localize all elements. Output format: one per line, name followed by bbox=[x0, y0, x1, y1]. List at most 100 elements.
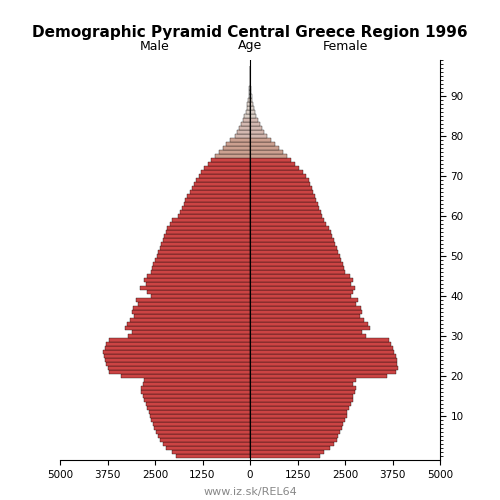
Bar bbox=[250, 434, 338, 438]
Bar bbox=[250, 234, 332, 238]
Bar bbox=[250, 342, 390, 346]
Bar bbox=[108, 366, 250, 370]
Bar bbox=[143, 394, 250, 398]
Bar bbox=[184, 202, 250, 206]
Bar bbox=[186, 198, 250, 202]
Bar bbox=[151, 418, 250, 422]
Bar bbox=[250, 354, 396, 358]
Bar bbox=[148, 290, 250, 294]
Bar bbox=[246, 106, 250, 110]
Bar bbox=[250, 450, 324, 454]
Text: Age: Age bbox=[238, 40, 262, 52]
Bar bbox=[250, 194, 314, 198]
Bar bbox=[250, 158, 291, 162]
Bar bbox=[140, 386, 250, 390]
Bar bbox=[250, 218, 324, 222]
Bar bbox=[250, 338, 388, 342]
Bar bbox=[106, 362, 250, 366]
Bar bbox=[250, 306, 362, 310]
Bar bbox=[250, 310, 362, 314]
Bar bbox=[151, 270, 250, 274]
Bar bbox=[162, 442, 250, 446]
Bar bbox=[226, 142, 250, 146]
Bar bbox=[250, 190, 312, 194]
Bar bbox=[250, 418, 345, 422]
Bar bbox=[126, 322, 250, 326]
Bar bbox=[250, 294, 350, 298]
Bar bbox=[156, 254, 250, 258]
Bar bbox=[250, 406, 349, 410]
Bar bbox=[250, 118, 258, 122]
Bar bbox=[154, 262, 250, 266]
Bar bbox=[250, 90, 251, 94]
Bar bbox=[242, 122, 250, 126]
Bar bbox=[250, 446, 330, 450]
Bar bbox=[230, 138, 250, 142]
Bar bbox=[250, 170, 303, 174]
Bar bbox=[250, 290, 352, 294]
Bar bbox=[160, 438, 250, 442]
Bar bbox=[250, 214, 322, 218]
Text: Demographic Pyramid Central Greece Region 1996: Demographic Pyramid Central Greece Regio… bbox=[32, 25, 468, 40]
Bar bbox=[208, 162, 250, 166]
Bar bbox=[235, 134, 250, 138]
Bar bbox=[250, 134, 267, 138]
Bar bbox=[151, 294, 250, 298]
Bar bbox=[110, 370, 250, 374]
Bar bbox=[250, 374, 387, 378]
Bar bbox=[250, 206, 319, 210]
Bar bbox=[130, 318, 250, 322]
Bar bbox=[248, 102, 250, 106]
Bar bbox=[250, 358, 396, 362]
Bar bbox=[250, 318, 364, 322]
Bar bbox=[248, 98, 250, 102]
Bar bbox=[124, 326, 250, 330]
Bar bbox=[250, 282, 350, 286]
Bar bbox=[180, 210, 250, 214]
Bar bbox=[170, 222, 250, 226]
Bar bbox=[134, 314, 250, 318]
Bar bbox=[121, 374, 250, 378]
Bar bbox=[110, 338, 250, 342]
Bar bbox=[250, 262, 342, 266]
Bar bbox=[219, 150, 250, 154]
Bar bbox=[196, 178, 250, 182]
Bar bbox=[250, 98, 252, 102]
Bar bbox=[250, 222, 326, 226]
Bar bbox=[222, 146, 250, 150]
Bar bbox=[250, 326, 370, 330]
Bar bbox=[161, 242, 250, 246]
Bar bbox=[250, 322, 368, 326]
Bar bbox=[250, 430, 340, 434]
Bar bbox=[146, 402, 250, 406]
Bar bbox=[166, 230, 250, 234]
Bar bbox=[133, 306, 250, 310]
Bar bbox=[152, 266, 250, 270]
Bar bbox=[250, 270, 345, 274]
Bar bbox=[250, 422, 344, 426]
Bar bbox=[250, 106, 254, 110]
Text: www.iz.sk/REL64: www.iz.sk/REL64 bbox=[203, 487, 297, 497]
Bar bbox=[152, 422, 250, 426]
Bar bbox=[250, 314, 360, 318]
Bar bbox=[250, 378, 356, 382]
Bar bbox=[250, 230, 330, 234]
Bar bbox=[250, 370, 396, 374]
Bar bbox=[138, 302, 250, 306]
Bar bbox=[250, 122, 260, 126]
Bar bbox=[250, 110, 255, 114]
Bar bbox=[250, 130, 264, 134]
Bar bbox=[105, 346, 250, 350]
Bar bbox=[250, 266, 344, 270]
Bar bbox=[250, 102, 253, 106]
Bar bbox=[250, 390, 355, 394]
Bar bbox=[250, 186, 312, 190]
Bar bbox=[250, 426, 342, 430]
Bar bbox=[172, 450, 250, 454]
Bar bbox=[144, 278, 250, 282]
Bar bbox=[250, 178, 310, 182]
Bar bbox=[105, 358, 250, 362]
Bar bbox=[146, 282, 250, 286]
Bar bbox=[250, 238, 334, 242]
Bar bbox=[250, 226, 329, 230]
